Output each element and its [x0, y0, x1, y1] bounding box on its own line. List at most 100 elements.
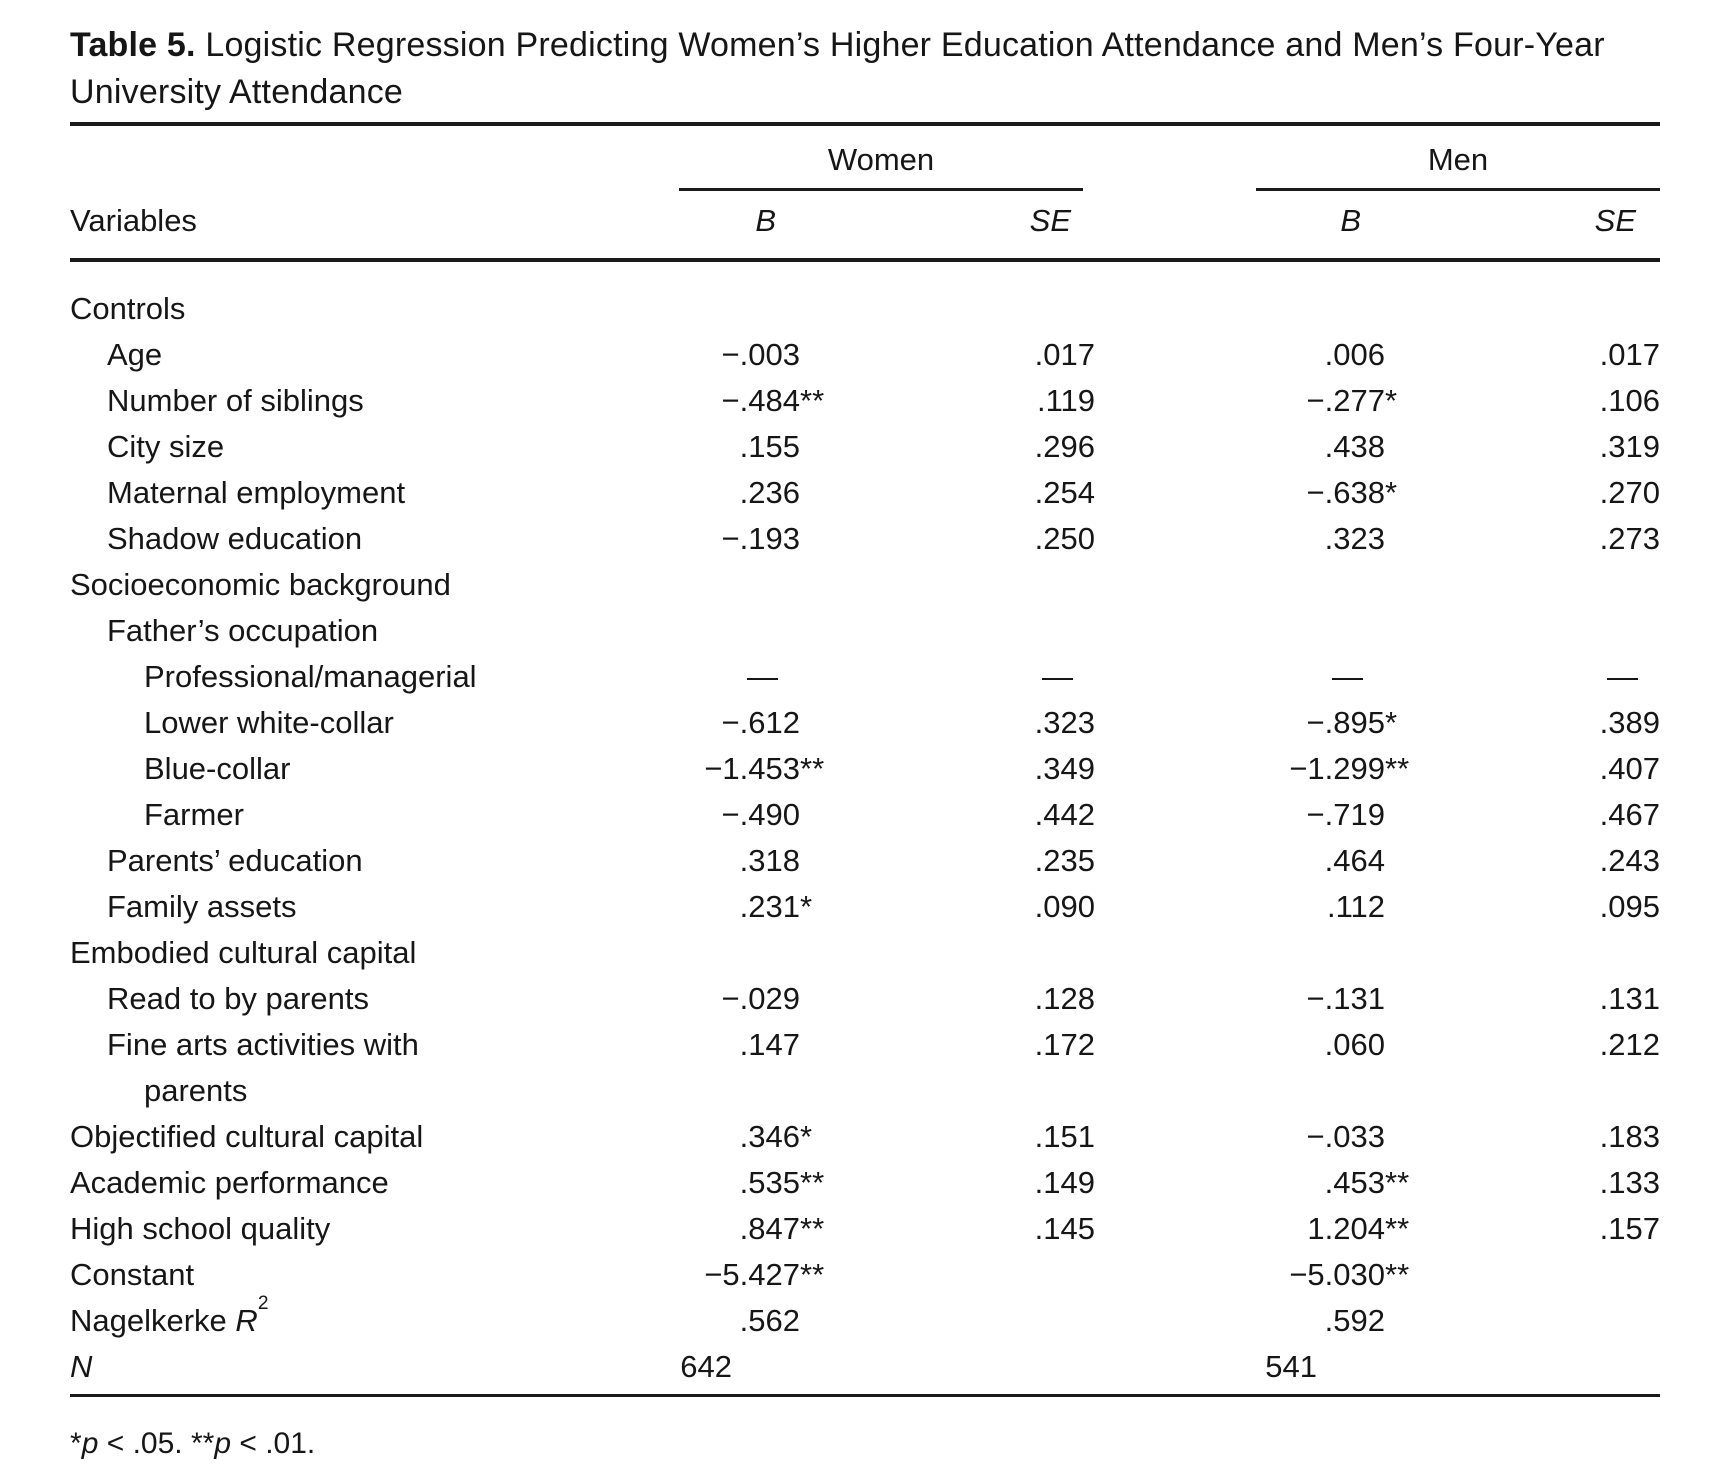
cell-women-b: .535**: [739, 1164, 825, 1200]
cell-men-b: −.638*: [1306, 474, 1398, 510]
row-label: Academic performance: [70, 1164, 389, 1200]
table-row: Parents’ education .318 .235 .464 .243: [70, 838, 1660, 884]
group-label-men: Men: [1427, 142, 1489, 177]
row-label: Family assets: [107, 888, 297, 924]
group-header-men: Men: [1095, 140, 1660, 191]
cell-men-b: −.277*: [1306, 382, 1398, 418]
cell-men-b: −.033: [1306, 1118, 1385, 1154]
group-header-row: Women Men: [70, 140, 1660, 191]
group-men-underline: Men: [1256, 140, 1660, 191]
cell-men-b: −.895*: [1306, 704, 1398, 740]
cell-men-se: .157: [1599, 1210, 1660, 1246]
cell-women-b: .346*: [739, 1118, 813, 1154]
cell-men-se: .212: [1599, 1026, 1660, 1062]
cell-women-b: −1.453**: [704, 750, 825, 786]
table-row: Maternal employment .236 .254 −.638* .270: [70, 470, 1660, 516]
cell-men-b: .323: [1324, 520, 1385, 556]
cell-women-se: .250: [1034, 520, 1095, 556]
cell-men-b: −.131: [1306, 980, 1385, 1016]
cell-men-b: 541: [1265, 1348, 1317, 1384]
table-row: Fine arts activities with parents .147 .172…: [70, 1022, 1660, 1114]
cell-men-b: −5.030**: [1289, 1256, 1410, 1292]
row-label: Nagelkerke R2: [70, 1292, 269, 1338]
cell-women-b: −5.427**: [704, 1256, 825, 1292]
cell-men-se: .273: [1599, 520, 1660, 556]
cell-women-se: .235: [1034, 842, 1095, 878]
table-title: Table 5. Logistic Regression Predicting …: [70, 22, 1640, 116]
table-row: Father’s occupation: [70, 608, 1660, 654]
cell-men-b: 1.204**: [1307, 1210, 1410, 1246]
cell-men-b: .464: [1324, 842, 1385, 878]
cell-women-se: —: [1042, 658, 1073, 694]
row-label: Lower white-collar: [144, 704, 394, 740]
row-label: City size: [107, 428, 225, 464]
table-row: Age −.003 .017 .006 .017: [70, 332, 1660, 378]
table-row: Embodied cultural capital: [70, 930, 1660, 976]
row-label: Embodied cultural capital: [70, 934, 417, 970]
cell-women-b: −.003: [721, 336, 800, 372]
top-rule: [70, 122, 1660, 126]
group-women-underline: Women: [679, 140, 1083, 191]
table-row: Academic performance .535** .149 .453** .133: [70, 1160, 1660, 1206]
row-label: N: [70, 1348, 93, 1384]
row-label: Professional/managerial: [144, 658, 477, 694]
cell-men-se: .270: [1599, 474, 1660, 510]
group-header-women: Women: [460, 140, 1095, 191]
row-label: Objectified cultural capital: [70, 1118, 424, 1154]
cell-men-se: .095: [1599, 888, 1660, 924]
cell-women-se: .296: [1034, 428, 1095, 464]
cell-women-se: .128: [1034, 980, 1095, 1016]
cell-men-se: .319: [1599, 428, 1660, 464]
col-header-women-se: SE: [1029, 203, 1071, 238]
row-label: High school quality: [70, 1210, 331, 1246]
cell-women-b: −.029: [721, 980, 800, 1016]
row-label: Farmer: [144, 796, 244, 832]
cell-women-se: .323: [1034, 704, 1095, 740]
cell-women-b: −.484**: [721, 382, 825, 418]
col-header-men-b: B: [1340, 203, 1361, 238]
cell-women-b: .236: [739, 474, 800, 510]
cell-women-b: .847**: [739, 1210, 825, 1246]
cell-women-se: .090: [1034, 888, 1095, 924]
cell-men-se: .133: [1599, 1164, 1660, 1200]
header-rule: [70, 258, 1660, 262]
col-header-men-se: SE: [1594, 203, 1636, 238]
cell-women-b: .318: [739, 842, 800, 878]
cell-women-b: .155: [739, 428, 800, 464]
table-row: Farmer −.490 .442 −.719 .467: [70, 792, 1660, 838]
cell-men-se: .243: [1599, 842, 1660, 878]
table-row: Socioeconomic background: [70, 562, 1660, 608]
cell-men-b: −1.299**: [1289, 750, 1410, 786]
row-label: Parents’ education: [107, 842, 363, 878]
cell-women-b: −.612: [721, 704, 800, 740]
cell-men-b: .006: [1324, 336, 1385, 372]
column-header-row: Variables B SE B SE: [70, 191, 1660, 258]
cell-women-se: .119: [1036, 382, 1095, 418]
cell-women-se: .145: [1034, 1210, 1095, 1246]
footnote: *p < .05. **p < .01.: [70, 1426, 316, 1460]
cell-men-b: —: [1332, 658, 1363, 694]
bottom-rule: [70, 1393, 1660, 1397]
table-row: Shadow education −.193 .250 .323 .273: [70, 516, 1660, 562]
cell-men-b: .060: [1324, 1026, 1385, 1062]
group-label-women: Women: [827, 142, 935, 177]
row-label: Shadow education: [107, 520, 363, 556]
cell-women-se: .149: [1034, 1164, 1095, 1200]
row-label: Controls: [70, 290, 186, 326]
cell-women-b: .231*: [739, 888, 813, 924]
table-row: Objectified cultural capital .346* .151 −.0…: [70, 1114, 1660, 1160]
cell-men-b: .112: [1326, 888, 1385, 924]
table-number: Table 5.: [70, 26, 196, 64]
table-row: Nagelkerke R2 .562 .592: [70, 1292, 1660, 1344]
row-label: Constant: [70, 1256, 195, 1292]
cell-women-se: .442: [1034, 796, 1095, 832]
cell-men-se: —: [1607, 658, 1638, 694]
row-label: Number of siblings: [107, 382, 364, 418]
row-label: Socioeconomic background: [70, 566, 451, 602]
cell-women-b: .147: [739, 1026, 800, 1062]
cell-men-se: .407: [1599, 750, 1660, 786]
table-row: Constant −5.427** −5.030**: [70, 1252, 1660, 1298]
table-row: Blue-collar −1.453** .349 −1.299** .407: [70, 746, 1660, 792]
cell-women-se: .017: [1034, 336, 1095, 372]
table-row: Professional/managerial — — — —: [70, 654, 1660, 700]
